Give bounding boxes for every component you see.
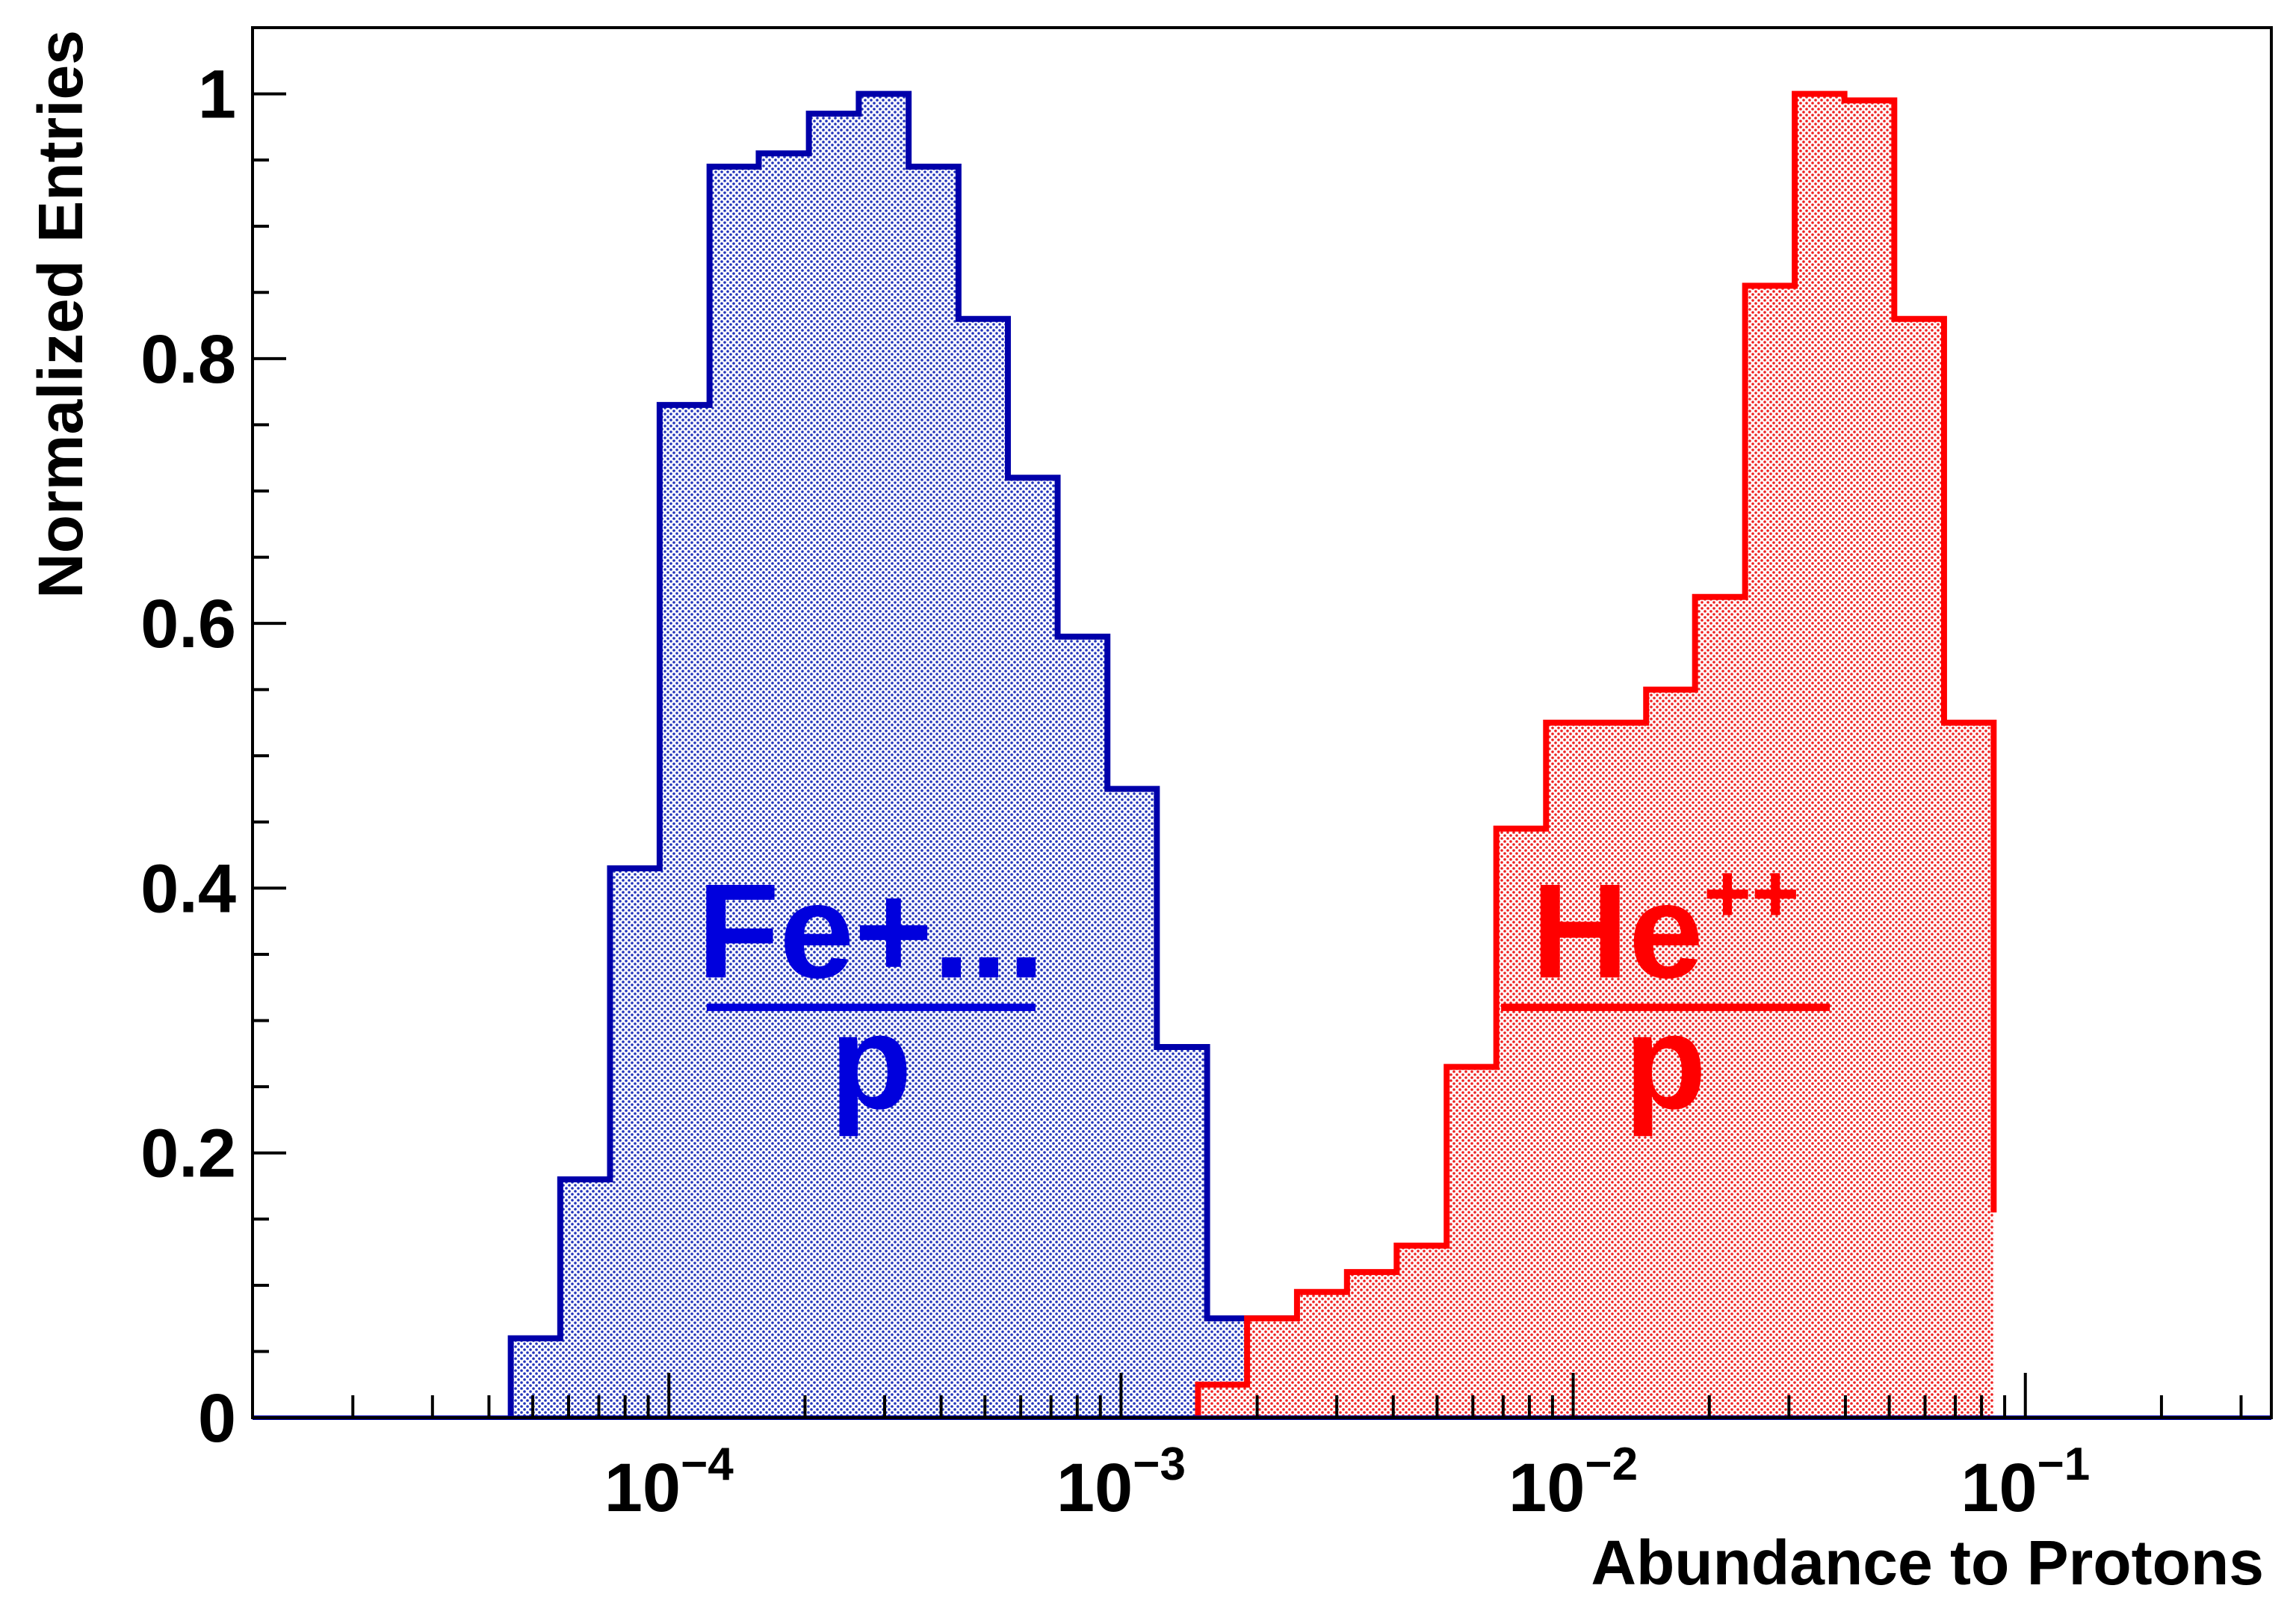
histogram-bar: [1296, 1291, 1347, 1418]
histogram-bar: [560, 1179, 610, 1418]
fraction-annotation-1: Fe+...p: [697, 856, 1045, 1137]
histogram-bar: [1894, 318, 1944, 1418]
x-tick-label: 10−1: [1961, 1439, 2090, 1526]
histogram-bar: [1007, 478, 1058, 1418]
x-tick-label: 10−3: [1056, 1439, 1186, 1526]
histogram-bar: [808, 114, 859, 1418]
histogram-series-2: [1195, 90, 1997, 1418]
histogram-bar: [1446, 1066, 1497, 1418]
histogram-outline: [1195, 90, 1997, 1418]
histogram-bar: [858, 93, 909, 1418]
plot-frame: [251, 26, 2273, 1419]
histogram-bar: [909, 167, 959, 1418]
y-tick-label: 0.4: [140, 850, 236, 927]
histogram-bar: [1396, 1245, 1447, 1418]
histogram-outline: [507, 90, 1310, 1418]
fraction-numerator: He++: [1532, 847, 1800, 1007]
y-axis-title: Normalized Entries: [25, 30, 96, 599]
histogram-bar: [1346, 1272, 1397, 1418]
histogram-bar: [1546, 723, 1596, 1418]
y-tick-label: 0.2: [140, 1116, 236, 1192]
fraction-annotation-2: He++p: [1501, 847, 1831, 1137]
histogram-bar: [1496, 828, 1547, 1418]
histogram-bar: [1595, 723, 1647, 1418]
fraction-denominator: p: [1624, 987, 1706, 1137]
histogram-bar: [1795, 93, 1845, 1418]
histogram-bar: [510, 1338, 560, 1418]
y-tick-label: 1: [198, 57, 236, 133]
histogram-bar: [1247, 1318, 1297, 1418]
fraction-numerator: Fe+...: [697, 856, 1045, 1007]
x-tick-label: 10−2: [1509, 1439, 1638, 1526]
y-tick-label: 0: [198, 1380, 236, 1457]
y-tick-label: 0.6: [140, 586, 236, 662]
histogram-series-1: [507, 90, 1310, 1418]
histogram-bar: [1745, 285, 1795, 1418]
x-tick-label: 10−4: [604, 1439, 734, 1526]
x-axis-title: Abundance to Protons: [1591, 1528, 2264, 1598]
histogram-bar: [1198, 1384, 1248, 1418]
fraction-denominator: p: [830, 987, 912, 1137]
histogram-bar: [610, 868, 660, 1418]
histogram-bar: [659, 404, 710, 1418]
histogram-bar: [1844, 100, 1895, 1418]
histogram-bar: [1107, 788, 1157, 1418]
histogram-bar: [758, 153, 809, 1418]
histogram-bar: [1057, 636, 1108, 1418]
histogram-bar: [958, 318, 1008, 1418]
y-tick-label: 0.8: [140, 321, 236, 398]
histogram-bar: [1646, 689, 1695, 1418]
histogram-bar: [709, 167, 759, 1418]
histogram-bar: [1943, 723, 1994, 1418]
histogram-bar: [1157, 1047, 1207, 1418]
